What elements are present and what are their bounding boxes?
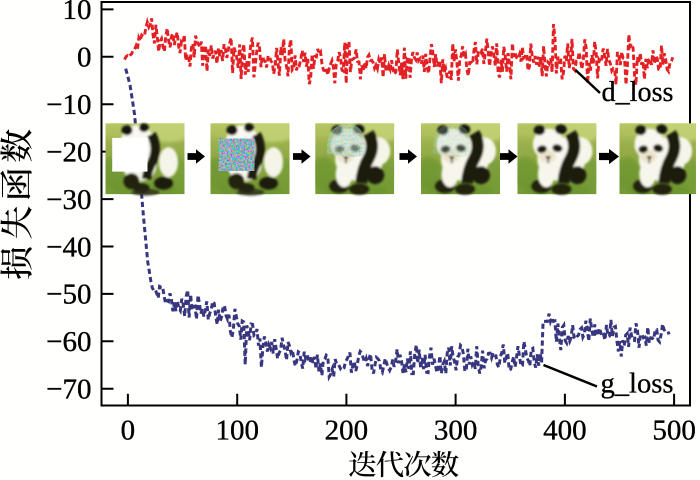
svg-text:−70: −70 xyxy=(46,374,91,406)
svg-text:−60: −60 xyxy=(46,326,91,358)
svg-text:g_loss: g_loss xyxy=(601,369,674,400)
svg-text:300: 300 xyxy=(434,415,478,447)
svg-text:d_loss: d_loss xyxy=(602,77,674,108)
svg-text:500: 500 xyxy=(652,415,696,447)
svg-text:10: 10 xyxy=(63,0,92,26)
svg-text:−20: −20 xyxy=(46,136,91,168)
svg-text:−40: −40 xyxy=(46,231,91,263)
svg-text:400: 400 xyxy=(543,415,587,447)
svg-text:0: 0 xyxy=(77,42,92,74)
svg-text:−30: −30 xyxy=(46,184,91,216)
svg-text:100: 100 xyxy=(215,415,259,447)
svg-text:0: 0 xyxy=(121,415,136,447)
svg-text:−50: −50 xyxy=(46,279,91,311)
svg-text:200: 200 xyxy=(325,415,369,447)
svg-text:−10: −10 xyxy=(46,89,91,121)
